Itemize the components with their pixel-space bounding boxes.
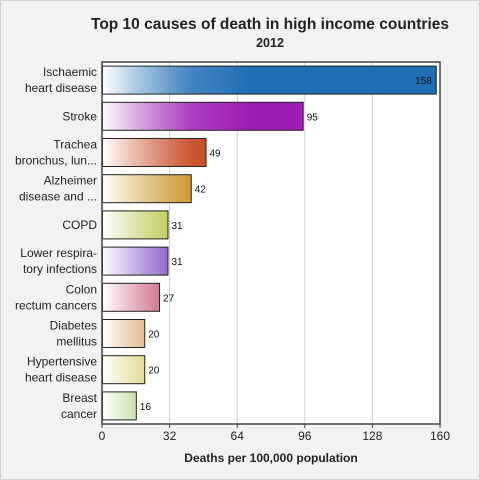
x-tick-label: 96 (298, 429, 312, 443)
data-label: 42 (195, 185, 207, 196)
bar (102, 319, 146, 348)
bar (102, 138, 207, 167)
bar (102, 65, 437, 95)
category-label: Lower respira- (20, 246, 97, 260)
data-label: 27 (163, 293, 175, 304)
category-label: bronchus, lun... (15, 154, 97, 168)
data-label: 158 (415, 76, 432, 87)
category-label: Ischaemic (43, 65, 97, 79)
chart-subtitle: 2012 (256, 36, 284, 50)
x-tick-label: 64 (231, 429, 245, 443)
data-label: 95 (307, 112, 319, 123)
data-label: 16 (140, 402, 152, 413)
bar (102, 174, 192, 204)
category-label: mellitus (56, 335, 97, 349)
category-label: cancer (61, 407, 97, 421)
chart-title: Top 10 causes of death in high income co… (91, 16, 449, 33)
bar (102, 101, 304, 131)
category-label: Alzheimer (44, 174, 97, 188)
data-label: 49 (210, 149, 222, 160)
bar (102, 355, 146, 385)
category-label: Stroke (62, 109, 97, 123)
bar (102, 210, 169, 240)
category-label: heart disease (25, 81, 97, 95)
plot-border (101, 61, 441, 425)
bar (102, 391, 137, 421)
data-label: 20 (148, 366, 160, 377)
category-label: Hypertensive (27, 355, 97, 369)
x-tick-label: 160 (430, 429, 450, 443)
category-label: Colon (66, 282, 97, 296)
bar (102, 246, 169, 276)
data-label: 31 (171, 257, 183, 268)
data-label: 31 (171, 221, 183, 232)
bar (102, 282, 161, 312)
data-label: 20 (148, 330, 160, 341)
category-label: rectum cancers (15, 298, 97, 312)
category-label: tory infections (23, 262, 97, 276)
category-label: Diabetes (50, 319, 97, 333)
x-tick-label: 128 (362, 429, 382, 443)
x-tick-label: 32 (163, 429, 177, 443)
x-axis-label: Deaths per 100,000 population (184, 451, 357, 465)
category-label: disease and ... (19, 190, 97, 204)
category-label: Breast (62, 391, 97, 405)
category-label: COPD (62, 218, 97, 232)
category-label: heart disease (25, 371, 97, 385)
x-tick-label: 0 (99, 429, 106, 443)
category-label: Trachea (53, 138, 97, 152)
